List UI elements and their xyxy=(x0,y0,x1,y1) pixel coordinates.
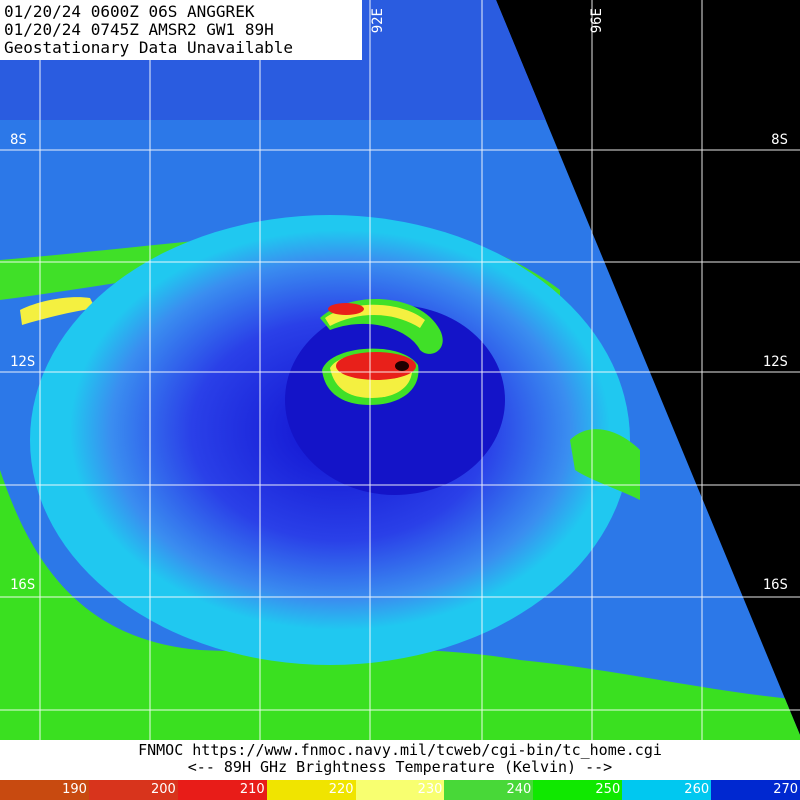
lat-lon-grid xyxy=(0,0,800,740)
rainband-north-red xyxy=(328,303,364,315)
colorbar-label: 250 xyxy=(595,782,621,797)
lat-label-16s-left: 16S xyxy=(10,577,36,593)
info-line-forecast-time: 01/20/24 0600Z 06S ANGGREK xyxy=(4,2,255,21)
colorbar-segment: 250 xyxy=(533,780,623,800)
colorbar-segment: 270 xyxy=(711,780,800,800)
lat-label-8s-right: 8S xyxy=(771,132,788,148)
lon-label-92e: 92E xyxy=(370,8,386,34)
lon-label-96e: 96E xyxy=(589,8,605,34)
colorbar-segment: 260 xyxy=(622,780,712,800)
source-url: FNMOC https://www.fnmoc.navy.mil/tcweb/c… xyxy=(138,741,662,759)
info-box: 01/20/24 0600Z 06S ANGGREK 01/20/24 0745… xyxy=(0,0,362,60)
footer-caption: FNMOC https://www.fnmoc.navy.mil/tcweb/c… xyxy=(0,740,800,780)
green-land-east xyxy=(570,429,640,500)
satellite-image xyxy=(0,0,800,740)
lat-label-12s-left: 12S xyxy=(10,354,36,370)
colorbar-label: 230 xyxy=(417,782,443,797)
lat-label-8s-left: 8S xyxy=(10,132,27,148)
eyewall-dark-core xyxy=(395,361,409,371)
info-line-sensor-time: 01/20/24 0745Z AMSR2 GW1 89H xyxy=(4,20,274,39)
colorbar-segment: 210 xyxy=(177,780,267,800)
colorbar-label: 240 xyxy=(506,782,532,797)
colorbar-label: 270 xyxy=(773,782,799,797)
colorbar-segment: 240 xyxy=(444,780,534,800)
colorbar: 190 200 210 220 230 240 250 260 270 xyxy=(0,780,800,800)
yellow-band-west xyxy=(20,297,95,325)
colorbar-label: 220 xyxy=(328,782,354,797)
colorbar-label: 260 xyxy=(684,782,710,797)
lat-label-12s-right: 12S xyxy=(762,354,788,370)
colorbar-segment: 200 xyxy=(88,780,178,800)
colorbar-segment: 220 xyxy=(266,780,356,800)
colorbar-segment: 190 xyxy=(0,780,89,800)
info-line-geo-status: Geostationary Data Unavailable xyxy=(4,38,293,57)
green-region-south xyxy=(0,470,800,740)
colorbar-segment: 230 xyxy=(355,780,445,800)
product-caption: <-- 89H GHz Brightness Temperature (Kelv… xyxy=(187,758,613,776)
eyewall-red xyxy=(336,352,416,380)
colorbar-label: 200 xyxy=(150,782,176,797)
colorbar-label: 210 xyxy=(239,782,265,797)
colorbar-label: 190 xyxy=(62,782,87,797)
lat-label-16s-right: 16S xyxy=(762,577,788,593)
